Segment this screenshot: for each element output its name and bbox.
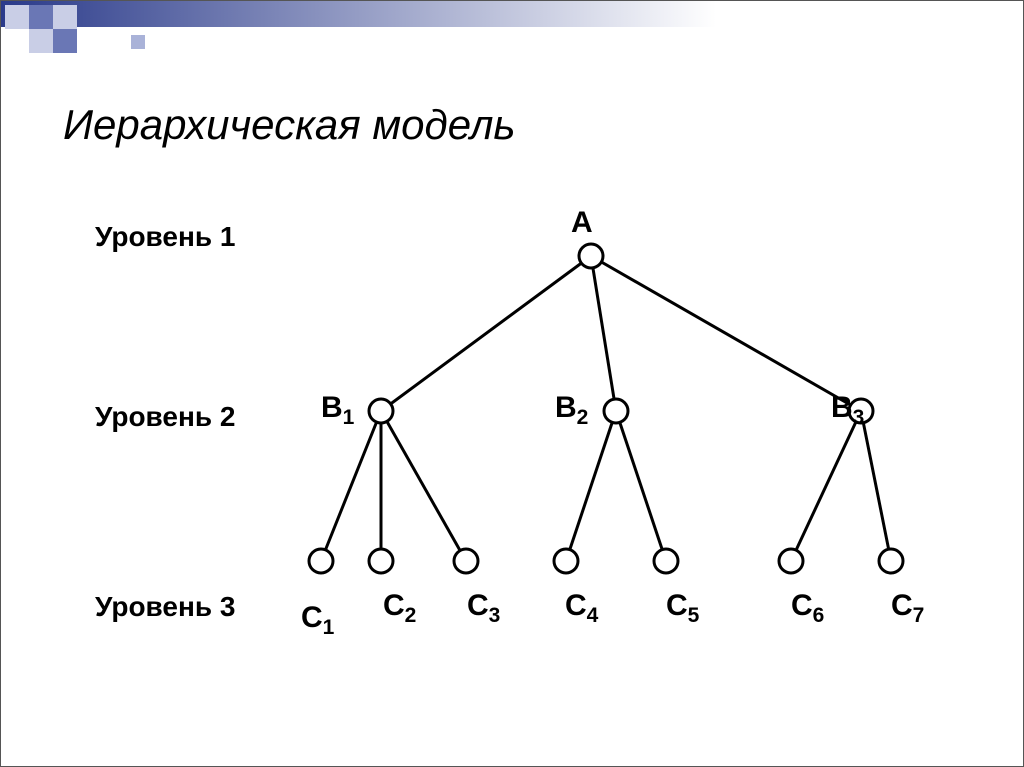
- decor-square: [29, 5, 53, 29]
- tree-node: [309, 549, 333, 573]
- tree-edge: [591, 256, 616, 411]
- node-label: B2: [555, 391, 588, 430]
- level-label: Уровень 3: [95, 591, 235, 623]
- tree-node: [654, 549, 678, 573]
- node-label: C6: [791, 589, 824, 628]
- tree-edge: [791, 411, 861, 561]
- node-label: A: [571, 206, 593, 240]
- tree-node: [454, 549, 478, 573]
- tree-node: [369, 399, 393, 423]
- decor-square: [29, 29, 53, 53]
- decor-square: [5, 5, 29, 29]
- node-label: C5: [666, 589, 699, 628]
- node-label: C4: [565, 589, 598, 628]
- node-label: B3: [831, 391, 864, 430]
- tree-node: [369, 549, 393, 573]
- node-label: C3: [467, 589, 500, 628]
- level-label: Уровень 2: [95, 401, 235, 433]
- tree-node: [779, 549, 803, 573]
- decor-square: [53, 29, 77, 53]
- tree-edge: [381, 256, 591, 411]
- slide-page: Иерархическая модель Уровень 1 Уровень 2 У…: [0, 0, 1024, 767]
- tree-node: [554, 549, 578, 573]
- decor-square: [53, 5, 77, 29]
- tree-node: [604, 399, 628, 423]
- tree-edge: [321, 411, 381, 561]
- node-label: B1: [321, 391, 354, 430]
- tree-node: [879, 549, 903, 573]
- tree-edge: [616, 411, 666, 561]
- tree-edge: [381, 411, 466, 561]
- node-label: C1: [301, 601, 334, 640]
- slide-title: Иерархическая модель: [63, 101, 515, 149]
- tree-edge: [591, 256, 861, 411]
- tree-node: [579, 244, 603, 268]
- hierarchy-tree: [281, 201, 981, 621]
- decor-square: [131, 35, 145, 49]
- node-label: C2: [383, 589, 416, 628]
- corner-squares: [1, 1, 171, 61]
- node-label: C7: [891, 589, 924, 628]
- level-label: Уровень 1: [95, 221, 235, 253]
- tree-edge: [566, 411, 616, 561]
- tree-edge: [861, 411, 891, 561]
